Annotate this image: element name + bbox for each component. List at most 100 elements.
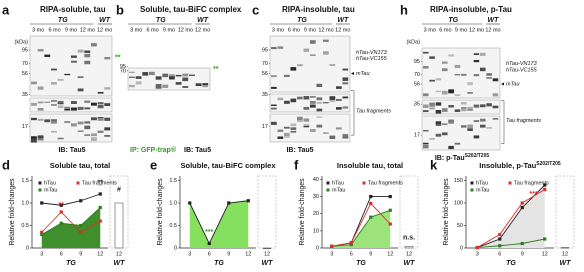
group-label: WT	[114, 260, 126, 267]
blot-band	[162, 73, 169, 78]
blot-band	[448, 105, 454, 108]
blot-band	[342, 68, 349, 71]
wt-bar	[262, 247, 272, 249]
blot-band	[51, 68, 57, 71]
arrow	[501, 82, 504, 86]
point	[40, 201, 44, 205]
blot-band	[429, 104, 435, 107]
blot-band	[271, 47, 277, 50]
kda-label: (kDa)	[407, 39, 421, 45]
blot-band	[51, 119, 57, 123]
point	[40, 232, 44, 237]
legend-label: hTau	[44, 180, 56, 186]
y-axis-label: Relative fold-changes	[299, 178, 306, 246]
x-tick-label: 6	[498, 251, 501, 257]
lane-label: 3 mo	[424, 27, 436, 33]
blot-band	[473, 135, 480, 139]
kda-tick: 56	[414, 82, 420, 88]
point	[520, 201, 524, 205]
blot-strip	[421, 115, 501, 151]
blot-band	[31, 102, 37, 106]
x-tick-label: 12	[245, 251, 251, 257]
blot-band	[97, 104, 104, 109]
panel-letter: b	[116, 2, 124, 17]
lane-label: 6 mo	[48, 27, 60, 33]
x-tick-label: 12	[562, 251, 568, 257]
point	[543, 183, 547, 187]
blot-band	[297, 116, 303, 120]
lane-label: 3 mo	[32, 27, 44, 33]
blot-band	[104, 103, 111, 106]
chart-title: Soluble tau, total	[50, 161, 110, 170]
legend-label: Tau fragments	[82, 180, 117, 186]
panel-letter: a	[2, 2, 10, 17]
blot-band	[454, 142, 461, 145]
kda-tick: 56	[262, 71, 268, 77]
series-line	[41, 207, 101, 235]
legend-swatch	[470, 181, 474, 185]
point	[79, 199, 83, 203]
blot-band	[44, 101, 51, 103]
y-tick-label: 0	[26, 245, 29, 251]
annotation: ***	[529, 191, 537, 198]
kda-tick: 35	[414, 102, 420, 108]
legend-swatch	[508, 181, 512, 185]
blot-band	[195, 83, 202, 87]
x-tick-label: 3	[476, 251, 479, 257]
blot-band	[310, 96, 316, 98]
point	[498, 237, 502, 241]
blot-band	[336, 127, 342, 130]
kda-tick: 35	[262, 92, 268, 98]
band-marker: **	[115, 54, 121, 61]
blot-band	[155, 84, 162, 87]
blot-strip	[421, 99, 501, 115]
blot-band	[271, 104, 277, 107]
lane-label: 12 mo	[178, 27, 193, 33]
blot-band	[169, 74, 175, 78]
lane-label: 12 mo	[195, 27, 210, 33]
blot-band	[486, 103, 492, 107]
blot-band	[129, 84, 135, 88]
chart-title: Soluble, tau-BiFC complex	[180, 161, 276, 170]
ib-label: IB: p-TauS202/T205	[435, 153, 489, 162]
blot-band	[37, 118, 44, 121]
point	[349, 242, 353, 247]
blot-band	[104, 135, 111, 137]
group-label: WT	[404, 260, 416, 267]
blot-band	[37, 137, 44, 141]
panel-letter: c	[252, 2, 259, 17]
series-line	[189, 200, 249, 245]
point	[543, 187, 547, 192]
blot-band	[64, 73, 71, 76]
y-tick-label: 0.5	[169, 223, 177, 229]
kda-tick: 17	[262, 124, 268, 130]
blot-band	[480, 52, 486, 56]
blot-band	[31, 81, 37, 85]
point	[98, 219, 102, 223]
chart-title: Insoluble, p-TauS202/T205	[479, 161, 561, 170]
annotation: n.s.	[403, 235, 415, 242]
title-text: Insoluble, p-Tau	[479, 161, 536, 170]
blot-band	[169, 76, 175, 80]
title-text: Soluble tau, total	[50, 161, 110, 170]
blot-band	[473, 74, 480, 77]
blot-band	[271, 121, 277, 125]
point	[369, 201, 373, 206]
legend-label: hTau	[332, 180, 344, 186]
lane-label: 9 mo	[304, 27, 316, 33]
point	[59, 203, 63, 207]
point	[543, 237, 547, 241]
y-tick-label: 50	[457, 223, 463, 229]
blot-band	[329, 64, 336, 66]
blot-band	[77, 76, 84, 78]
blot-band	[175, 82, 182, 85]
y-tick-label: 150	[454, 178, 463, 184]
kda-tick: 70	[120, 68, 126, 74]
ib-label: IB: Tau5	[58, 147, 85, 154]
blot-band	[310, 40, 316, 44]
blot-band	[303, 124, 310, 127]
blot-band	[271, 107, 277, 110]
lane-label: 6 mo	[146, 27, 158, 33]
blot-band	[104, 117, 111, 121]
blot-band	[189, 74, 195, 76]
